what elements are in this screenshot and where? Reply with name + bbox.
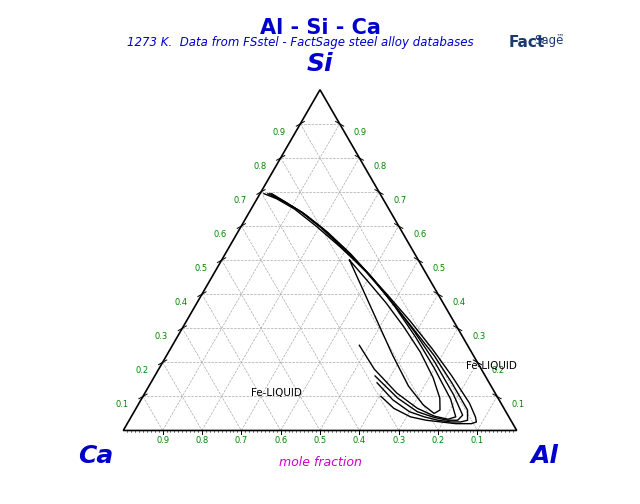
Text: mole fraction: mole fraction <box>278 456 362 469</box>
Text: 0.1: 0.1 <box>115 400 129 409</box>
Text: Al: Al <box>531 444 558 468</box>
Text: 0.3: 0.3 <box>155 332 168 341</box>
Text: 0.5: 0.5 <box>433 264 446 273</box>
Text: 0.3: 0.3 <box>392 436 405 445</box>
Text: Sage: Sage <box>534 34 564 47</box>
Text: 0.1: 0.1 <box>511 400 525 409</box>
Text: 0.4: 0.4 <box>452 298 465 307</box>
Text: Ca: Ca <box>78 444 113 468</box>
Text: 0.2: 0.2 <box>431 436 445 445</box>
Text: 0.8: 0.8 <box>195 436 209 445</box>
Text: 0.2: 0.2 <box>492 366 505 375</box>
Text: 0.8: 0.8 <box>374 162 387 171</box>
Text: 0.9: 0.9 <box>156 436 169 445</box>
Text: 0.4: 0.4 <box>175 298 188 307</box>
Text: 0.7: 0.7 <box>235 436 248 445</box>
Text: Fe-LIQUID: Fe-LIQUID <box>251 388 302 398</box>
Text: 0.6: 0.6 <box>413 230 426 239</box>
Text: 0.2: 0.2 <box>135 366 148 375</box>
Text: 0.7: 0.7 <box>394 196 406 205</box>
Text: Fact: Fact <box>509 35 545 50</box>
Text: 0.5: 0.5 <box>314 436 326 445</box>
Text: ™: ™ <box>556 33 564 42</box>
Text: 0.7: 0.7 <box>234 196 246 205</box>
Text: Fe-LIQUID: Fe-LIQUID <box>465 361 516 371</box>
Text: 0.6: 0.6 <box>274 436 287 445</box>
Text: 1273 K.  Data from FSstel - FactSage steel alloy databases: 1273 K. Data from FSstel - FactSage stee… <box>127 36 474 49</box>
Text: 0.9: 0.9 <box>273 128 286 137</box>
Text: 0.8: 0.8 <box>253 162 266 171</box>
Text: 0.6: 0.6 <box>214 230 227 239</box>
Text: Si: Si <box>307 52 333 76</box>
Text: 0.5: 0.5 <box>194 264 207 273</box>
Text: 0.9: 0.9 <box>354 128 367 137</box>
Text: Al - Si - Ca: Al - Si - Ca <box>260 18 380 38</box>
Text: 0.1: 0.1 <box>471 436 484 445</box>
Text: 0.3: 0.3 <box>472 332 485 341</box>
Text: 0.4: 0.4 <box>353 436 366 445</box>
